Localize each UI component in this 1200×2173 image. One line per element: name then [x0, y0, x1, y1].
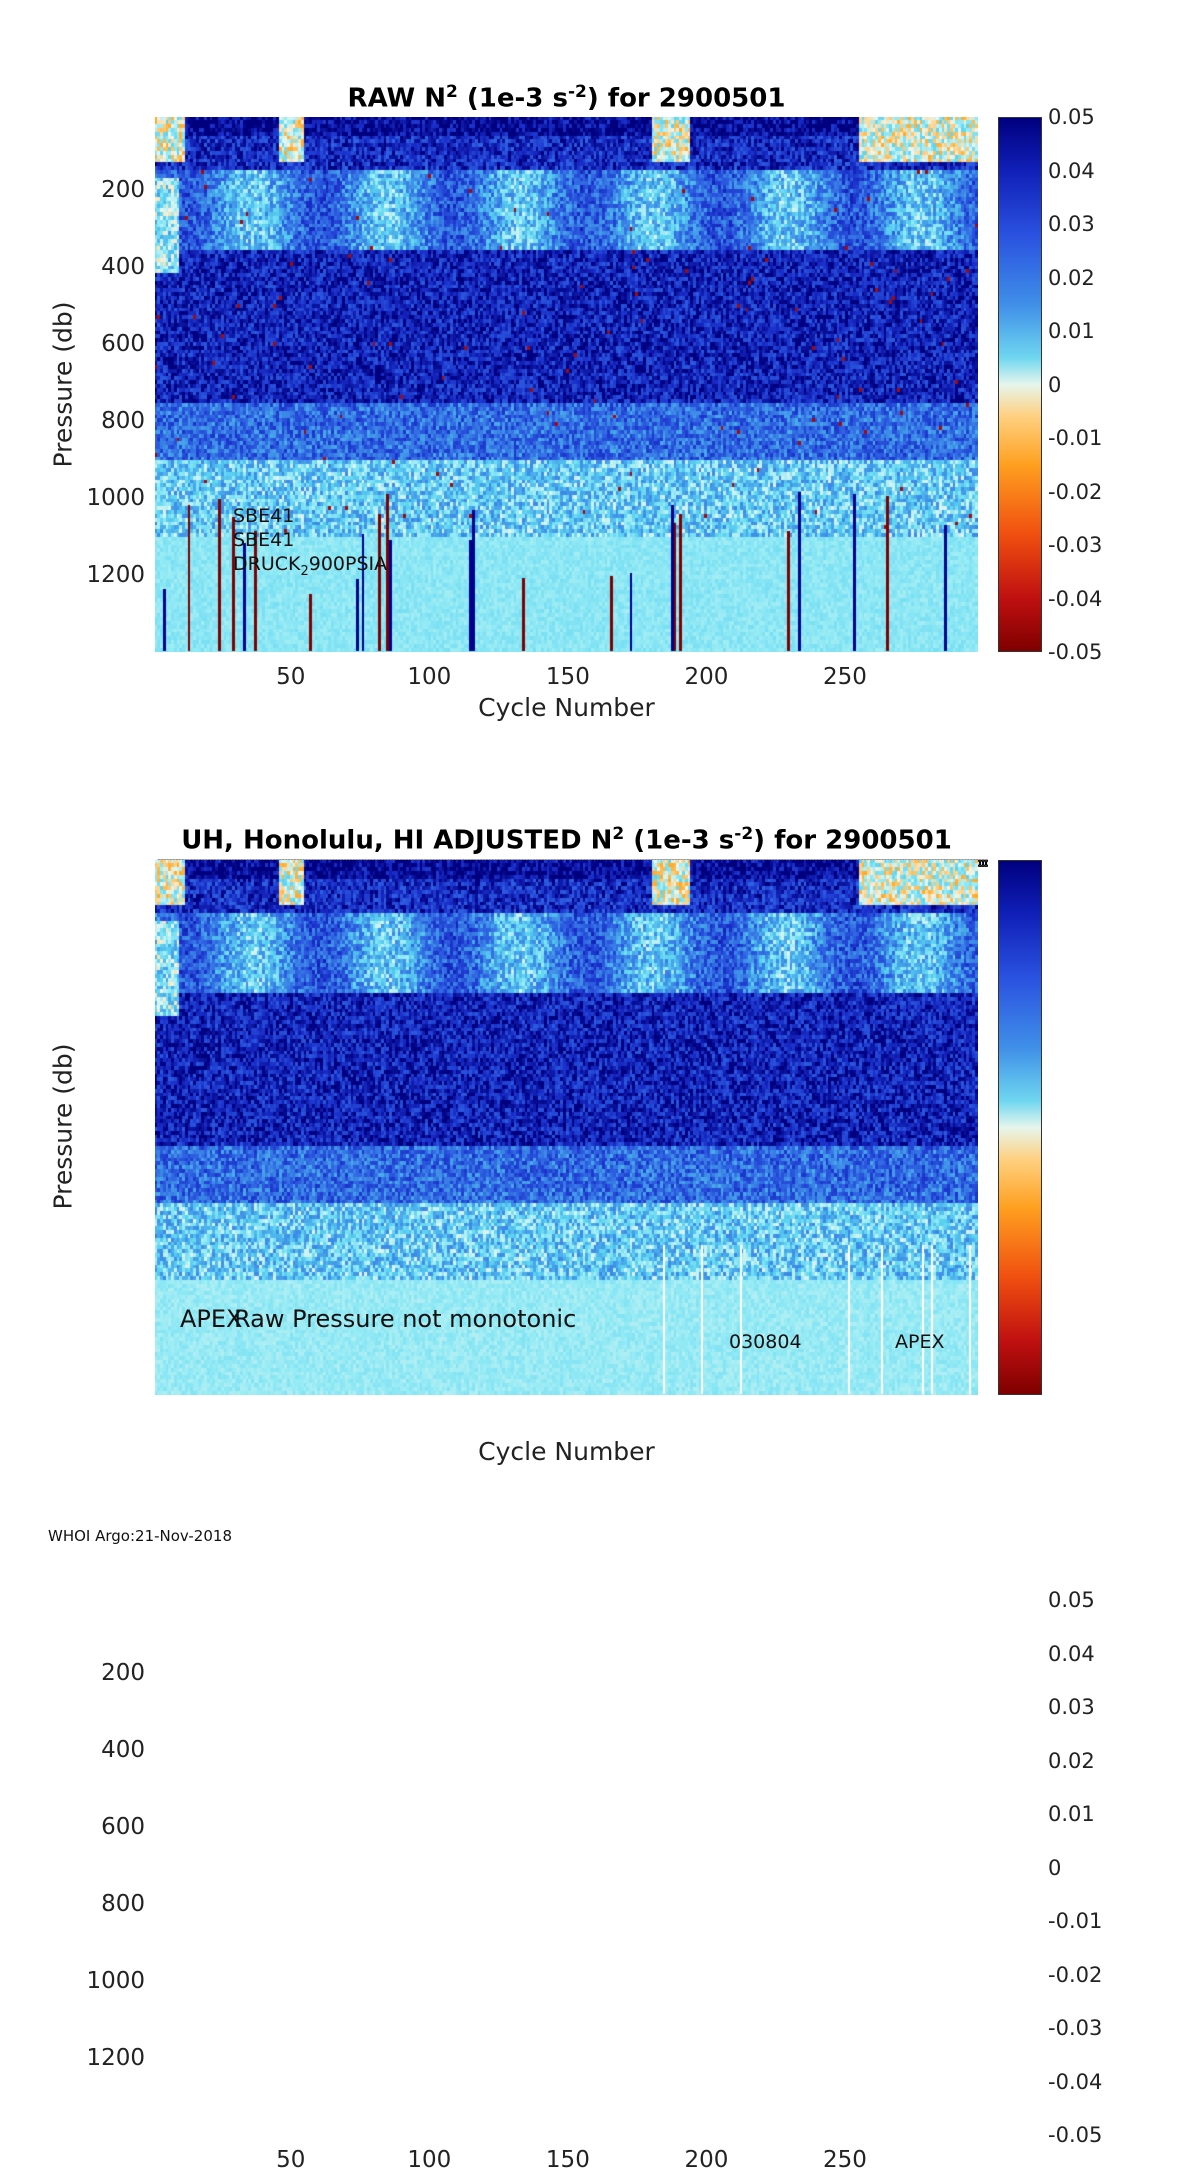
y-tick-label: 1000 [86, 1968, 145, 1995]
adjusted-annot-raw-pressure: Raw Pressure not monotonic [234, 1305, 577, 1333]
colorbar-tick-label: 0.04 [1048, 158, 1095, 183]
colorbar-tick-label: -0.03 [1048, 533, 1103, 557]
adjusted-n2-panel: UH, Honolulu, HI ADJUSTED N2 (1e-3 s-2) … [0, 740, 1200, 2173]
x-tick-label: 100 [407, 664, 452, 690]
adjusted-colorbar [998, 860, 1042, 1395]
y-tick-label: 800 [101, 1891, 145, 1918]
colorbar-tick-label: 0.02 [1048, 265, 1095, 290]
colorbar-tick-label: 0.02 [1048, 1748, 1095, 1773]
colorbar-tick-label: 0.01 [1048, 1802, 1095, 1826]
x-tick-label: 250 [823, 2147, 867, 2173]
y-tick-label: 400 [101, 254, 145, 281]
footer-credit: WHOI Argo:21-Nov-2018 [48, 1527, 232, 1545]
raw-annot-druck: DRUCK2900PSIA [233, 553, 388, 579]
colorbar-tick-label: 0.01 [1048, 319, 1095, 343]
adjusted-annot-apex-right: APEX [895, 1331, 945, 1353]
y-tick-label: 600 [101, 331, 145, 358]
colorbar-tick-label: 0.05 [1048, 105, 1095, 129]
adjusted-n2-heatmap [155, 860, 978, 1395]
x-tick-label: 50 [276, 664, 306, 690]
y-tick-label: 600 [101, 1814, 145, 1841]
x-tick-label: 150 [545, 2147, 590, 2173]
y-tick-label: 1200 [86, 562, 145, 589]
x-tick-label: 200 [684, 664, 729, 690]
y-tick-label: 800 [101, 408, 145, 435]
colorbar-tick-label: 0.03 [1048, 1695, 1095, 1719]
colorbar-tick-label: -0.04 [1048, 2069, 1103, 2094]
raw-x-axis-label: Cycle Number [478, 693, 655, 722]
colorbar-tick-label: 0.03 [1048, 212, 1095, 236]
colorbar-tick-label: -0.01 [1048, 426, 1103, 450]
adjusted-x-axis-label: Cycle Number [478, 1437, 655, 1466]
x-tick-label: 200 [684, 2147, 729, 2173]
colorbar-tick-label: -0.05 [1048, 2123, 1103, 2147]
y-tick-label: 200 [101, 177, 145, 204]
x-tick-label: 250 [823, 664, 867, 690]
adjusted-chart-title: UH, Honolulu, HI ADJUSTED N2 (1e-3 s-2) … [181, 824, 952, 856]
colorbar-tick-label: 0.04 [1048, 1641, 1095, 1666]
raw-n2-heatmap [155, 117, 978, 652]
x-tick-label: 100 [407, 2147, 452, 2173]
colorbar-tick-label: 0.05 [1048, 1588, 1095, 1612]
y-tick-label: 400 [101, 1737, 145, 1764]
colorbar-tick-label: 0 [1048, 1855, 1062, 1880]
raw-annot-sbe41-2: SBE41 [233, 529, 295, 551]
x-tick-label: 150 [545, 664, 590, 690]
colorbar-tick-label: -0.02 [1048, 1962, 1103, 1987]
adjusted-annot-serial: 030804 [729, 1331, 802, 1353]
raw-y-axis-label: Pressure (db) [48, 301, 78, 468]
y-tick-label: 1000 [86, 485, 145, 512]
colorbar-tick-label: -0.03 [1048, 2016, 1103, 2040]
colorbar-tick-label: -0.02 [1048, 479, 1103, 504]
colorbar-tick-label: -0.05 [1048, 640, 1103, 664]
raw-colorbar [998, 117, 1042, 652]
y-tick-label: 1200 [86, 2045, 145, 2072]
colorbar-tick-label: 0 [1048, 372, 1062, 397]
x-tick-label: 50 [276, 2147, 306, 2173]
adjusted-annot-apex-left: APEX [180, 1305, 243, 1333]
colorbar-tick-label: -0.04 [1048, 586, 1103, 611]
y-tick-label: 200 [101, 1660, 145, 1687]
adjusted-y-axis-label: Pressure (db) [48, 1043, 78, 1210]
raw-annot-sbe41-1: SBE41 [233, 505, 295, 527]
raw-n2-panel: RAW N2 (1e-3 s-2) for 2900501 0.05 0.04 0.… [0, 0, 1200, 780]
raw-chart-title: RAW N2 (1e-3 s-2) for 2900501 [347, 82, 786, 114]
colorbar-tick-label: -0.01 [1048, 1909, 1103, 1933]
